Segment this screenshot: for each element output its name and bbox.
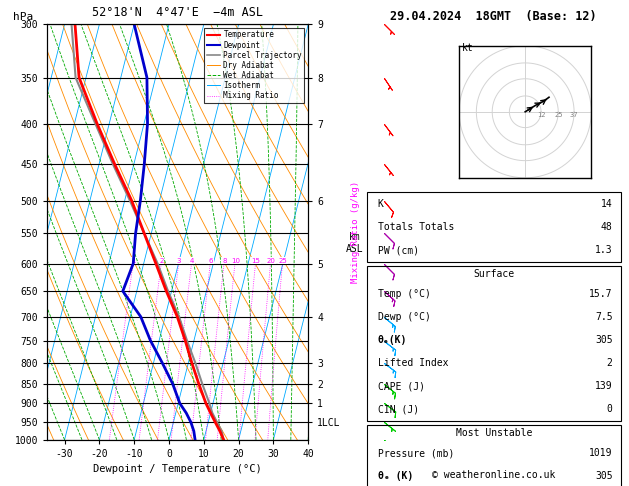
Text: 6: 6 bbox=[208, 258, 213, 263]
Text: Dewp (°C): Dewp (°C) bbox=[377, 312, 430, 322]
Text: θₑ(K): θₑ(K) bbox=[377, 335, 407, 345]
Legend: Temperature, Dewpoint, Parcel Trajectory, Dry Adiabat, Wet Adiabat, Isotherm, Mi: Temperature, Dewpoint, Parcel Trajectory… bbox=[204, 28, 304, 103]
Bar bbox=[367, 425, 621, 486]
Text: θₑ (K): θₑ (K) bbox=[377, 471, 413, 481]
Text: Temp (°C): Temp (°C) bbox=[377, 289, 430, 299]
Text: 15: 15 bbox=[252, 258, 260, 263]
Text: Pressure (mb): Pressure (mb) bbox=[377, 448, 454, 458]
Text: 1019: 1019 bbox=[589, 448, 613, 458]
Text: K: K bbox=[377, 199, 384, 209]
Text: Mixing Ratio (g/kg): Mixing Ratio (g/kg) bbox=[351, 181, 360, 283]
Text: 29.04.2024  18GMT  (Base: 12): 29.04.2024 18GMT (Base: 12) bbox=[391, 10, 597, 23]
Text: 8: 8 bbox=[222, 258, 226, 263]
Text: PW (cm): PW (cm) bbox=[377, 245, 419, 255]
Text: CAPE (J): CAPE (J) bbox=[377, 382, 425, 391]
Text: Totals Totals: Totals Totals bbox=[377, 222, 454, 232]
Text: 2: 2 bbox=[607, 358, 613, 368]
Text: 7.5: 7.5 bbox=[595, 312, 613, 322]
Text: hPa: hPa bbox=[13, 12, 33, 22]
Text: 10: 10 bbox=[231, 258, 240, 263]
Text: 305: 305 bbox=[595, 335, 613, 345]
Text: © weatheronline.co.uk: © weatheronline.co.uk bbox=[432, 470, 555, 480]
Text: 4: 4 bbox=[190, 258, 194, 263]
X-axis label: Dewpoint / Temperature (°C): Dewpoint / Temperature (°C) bbox=[93, 465, 262, 474]
Text: 52°18'N  4°47'E  −4m ASL: 52°18'N 4°47'E −4m ASL bbox=[92, 6, 263, 19]
Text: 25: 25 bbox=[279, 258, 287, 263]
Text: 139: 139 bbox=[595, 382, 613, 391]
Y-axis label: km
ASL: km ASL bbox=[346, 232, 364, 254]
Text: kt: kt bbox=[462, 43, 474, 53]
Text: 12: 12 bbox=[537, 112, 545, 118]
Bar bbox=[367, 266, 621, 421]
Text: 48: 48 bbox=[601, 222, 613, 232]
Text: 25: 25 bbox=[554, 112, 562, 118]
Text: 1: 1 bbox=[131, 258, 136, 263]
Text: 37: 37 bbox=[570, 112, 578, 118]
Text: 20: 20 bbox=[266, 258, 276, 263]
Bar bbox=[367, 192, 621, 262]
Text: 0: 0 bbox=[607, 404, 613, 415]
Text: CIN (J): CIN (J) bbox=[377, 404, 419, 415]
Text: 3: 3 bbox=[177, 258, 181, 263]
Text: Most Unstable: Most Unstable bbox=[455, 428, 532, 438]
Text: Lifted Index: Lifted Index bbox=[377, 358, 448, 368]
Text: 305: 305 bbox=[595, 471, 613, 481]
Text: 1.3: 1.3 bbox=[595, 245, 613, 255]
Text: Surface: Surface bbox=[473, 269, 515, 279]
Text: 2: 2 bbox=[159, 258, 164, 263]
Text: 14: 14 bbox=[601, 199, 613, 209]
Text: 15.7: 15.7 bbox=[589, 289, 613, 299]
